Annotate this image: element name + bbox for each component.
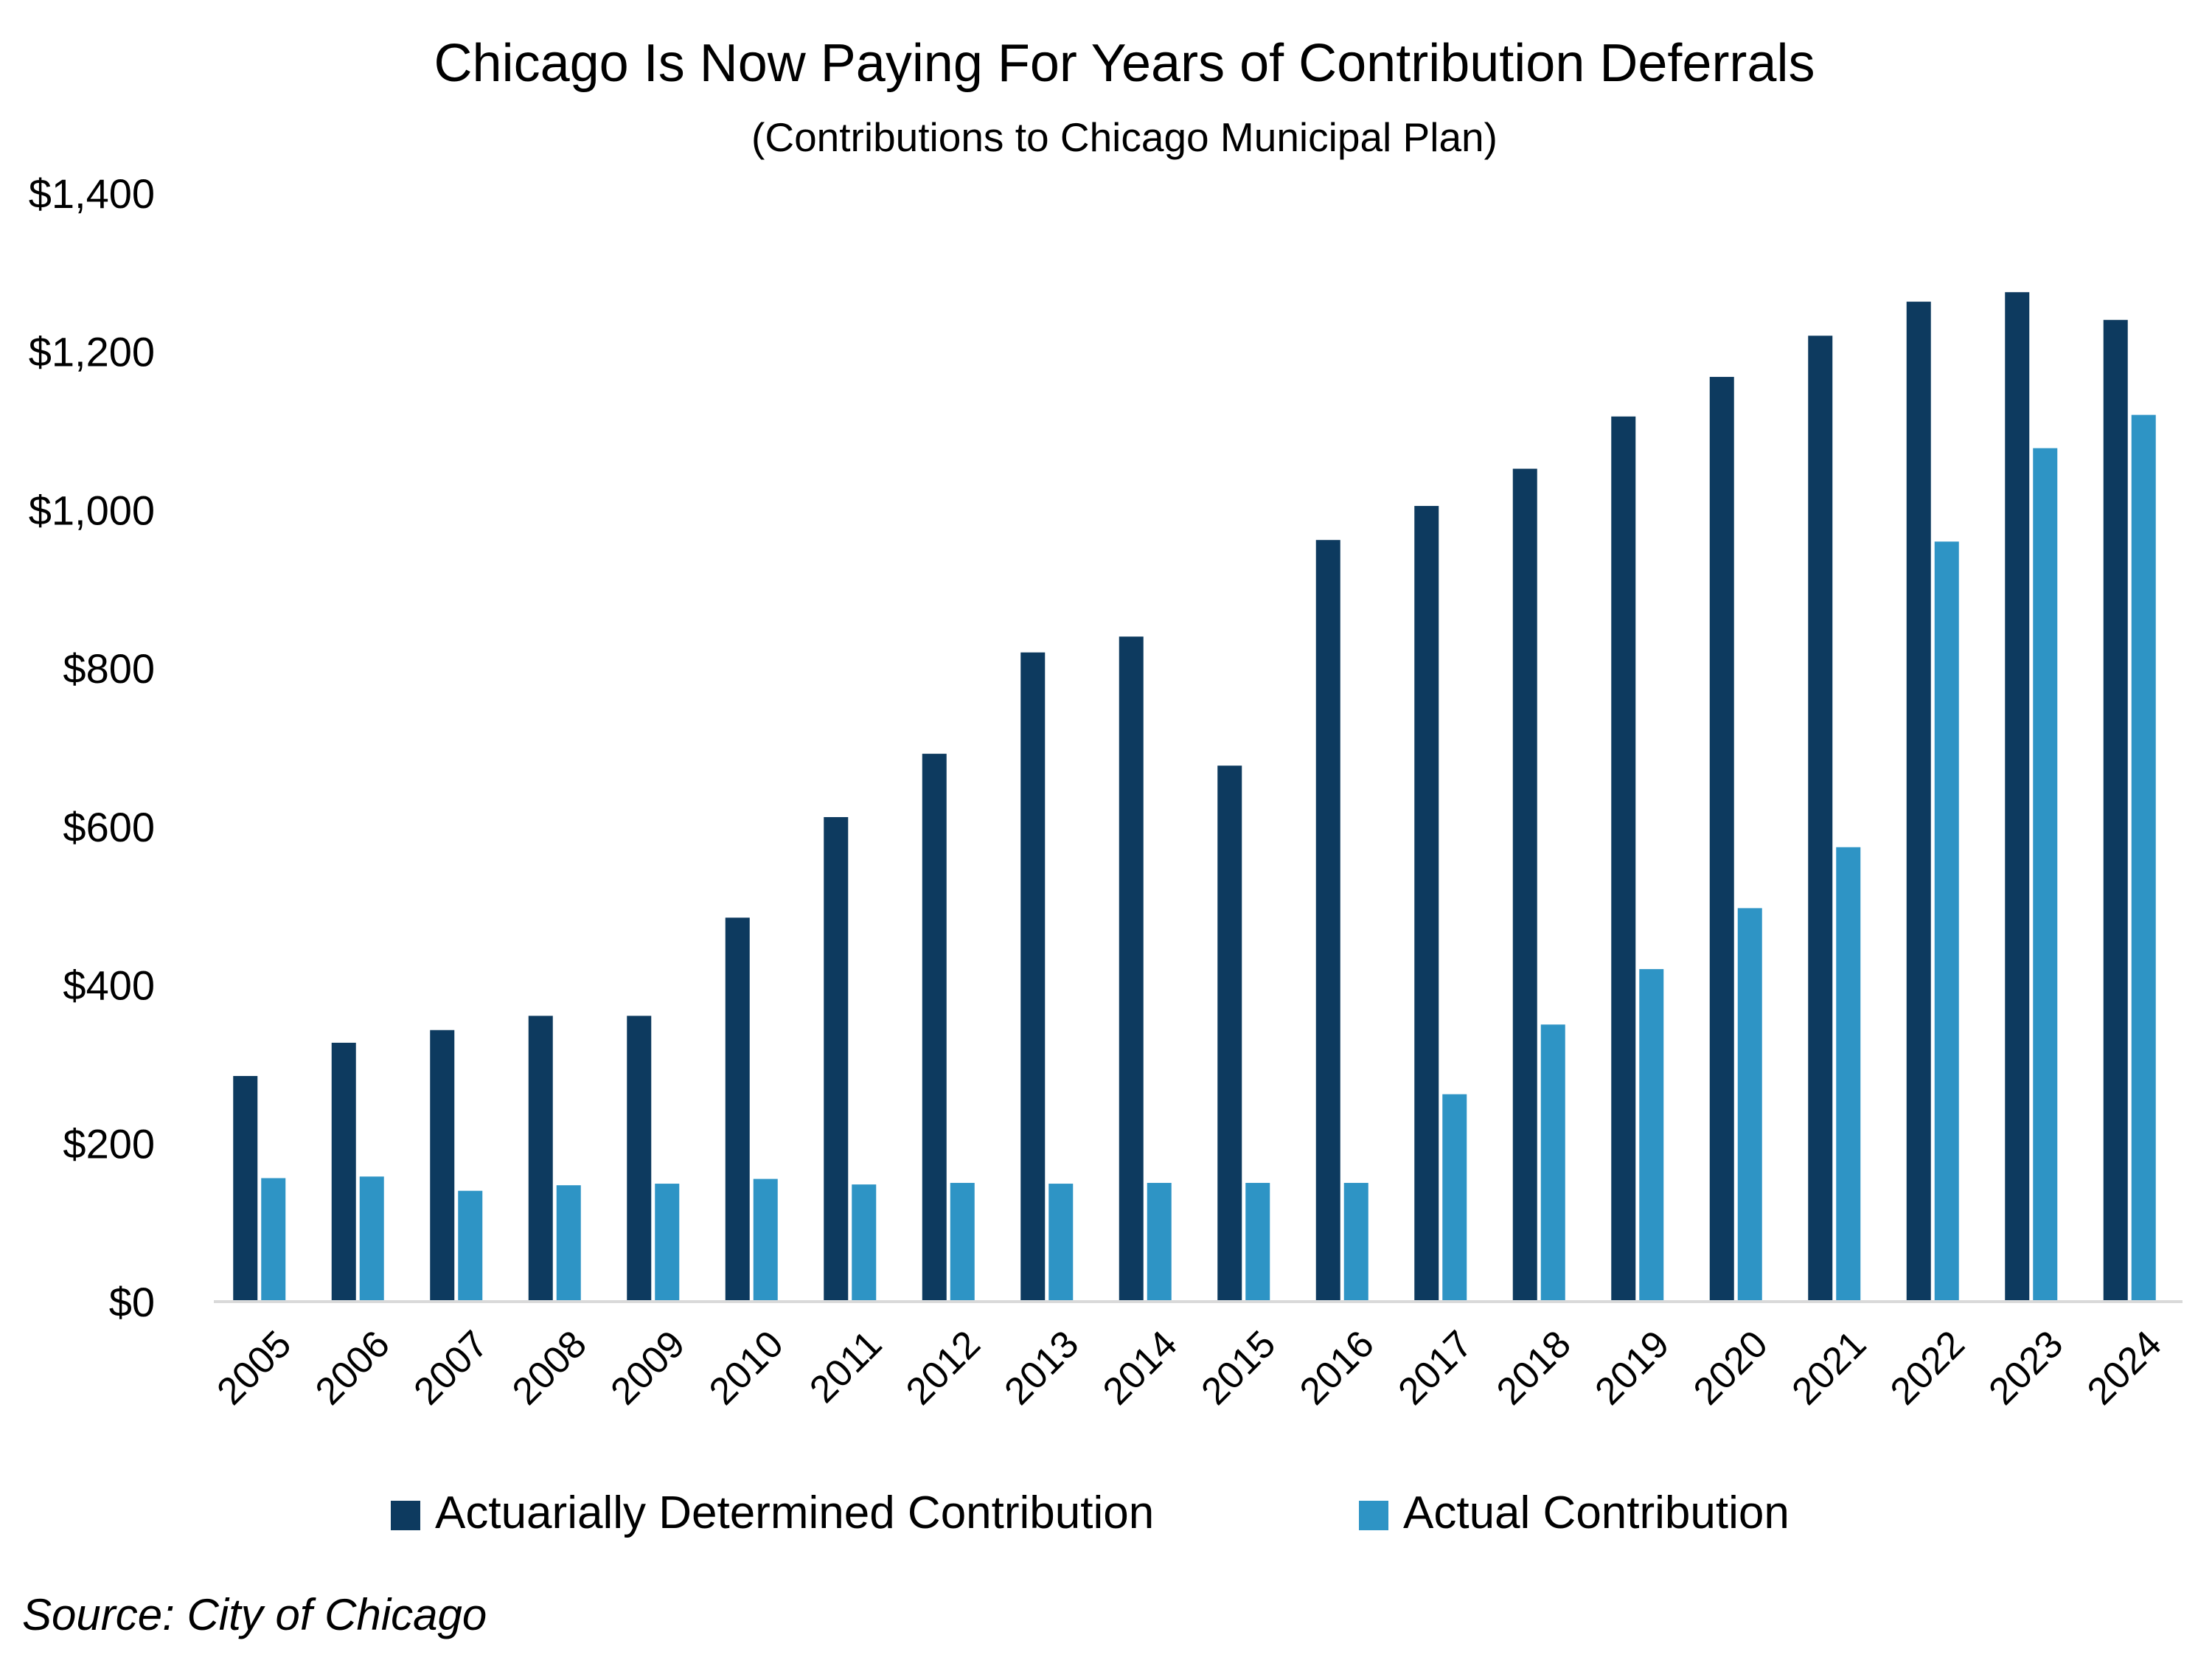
bar-actuarially-determined-2005 <box>233 1076 258 1302</box>
bars <box>233 292 2156 1302</box>
x-tick-label: 2017 <box>1390 1322 1481 1413</box>
bar-actual-2008 <box>556 1185 581 1302</box>
bar-actual-2005 <box>261 1178 286 1302</box>
bar-actual-2019 <box>1639 969 1664 1302</box>
x-tick-label: 2024 <box>2079 1322 2170 1413</box>
bar-actuarially-determined-2007 <box>430 1030 455 1302</box>
x-tick-label: 2021 <box>1784 1322 1874 1413</box>
bar-actual-2023 <box>2033 448 2058 1302</box>
bar-actuarially-determined-2019 <box>1611 416 1636 1302</box>
y-axis: $0 $200 $400 $600 $800 $1,000 $1,200 $1,400 <box>29 170 155 1325</box>
x-tick-label: 2008 <box>504 1322 595 1413</box>
x-tick-label: 2006 <box>307 1322 398 1413</box>
bar-actual-2007 <box>458 1190 483 1302</box>
bar-actuarially-determined-2006 <box>331 1042 356 1302</box>
bar-actual-2022 <box>1934 541 1959 1302</box>
bar-actual-2020 <box>1737 908 1762 1302</box>
bar-actual-2018 <box>1540 1024 1565 1302</box>
bar-actuarially-determined-2013 <box>1020 652 1046 1302</box>
source-note: Source: City of Chicago <box>22 1590 487 1639</box>
legend: Actuarially Determined Contribution Actua… <box>391 1487 1790 1538</box>
x-tick-label: 2018 <box>1489 1322 1579 1413</box>
bar-actuarially-determined-2008 <box>528 1015 553 1302</box>
y-tick-label: $800 <box>63 645 155 692</box>
bar-actuarially-determined-2015 <box>1217 765 1242 1302</box>
x-tick-label: 2012 <box>898 1322 989 1413</box>
y-tick-label: $1,400 <box>29 170 155 217</box>
legend-label: Actuarially Determined Contribution <box>435 1487 1154 1538</box>
x-tick-label: 2013 <box>996 1322 1087 1413</box>
y-tick-label: $0 <box>109 1279 155 1325</box>
x-tick-label: 2005 <box>209 1322 299 1413</box>
chart-subtitle: (Contributions to Chicago Municipal Plan… <box>751 114 1498 160</box>
bar-actuarially-determined-2017 <box>1414 506 1439 1302</box>
bar-actual-2009 <box>655 1184 680 1302</box>
x-tick-label: 2016 <box>1292 1322 1382 1413</box>
bar-actual-2015 <box>1245 1182 1270 1302</box>
y-tick-label: $1,000 <box>29 487 155 533</box>
bar-actual-2016 <box>1343 1182 1368 1302</box>
chart-title: Chicago Is Now Paying For Years of Contr… <box>434 34 1815 93</box>
x-tick-label: 2015 <box>1193 1322 1284 1413</box>
legend-label: Actual Contribution <box>1403 1487 1790 1538</box>
bar-actual-2011 <box>852 1184 877 1302</box>
bar-actuarially-determined-2024 <box>2103 319 2128 1302</box>
x-tick-label: 2010 <box>701 1322 792 1413</box>
bar-actuarially-determined-2010 <box>725 917 750 1302</box>
bar-actual-2010 <box>753 1178 778 1302</box>
y-tick-label: $600 <box>63 804 155 850</box>
x-tick-label: 2009 <box>602 1322 693 1413</box>
bar-actuarially-determined-2016 <box>1315 540 1340 1302</box>
bar-actual-2006 <box>359 1176 384 1302</box>
y-tick-label: $400 <box>63 962 155 1009</box>
y-tick-label: $1,200 <box>29 329 155 375</box>
bar-actual-2014 <box>1147 1182 1172 1302</box>
x-tick-label: 2022 <box>1882 1322 1973 1413</box>
x-tick-label: 2014 <box>1095 1322 1186 1413</box>
bar-actuarially-determined-2009 <box>627 1015 652 1302</box>
bar-actual-2017 <box>1442 1094 1467 1302</box>
bar-actual-2021 <box>1836 847 1861 1302</box>
bar-actuarially-determined-2014 <box>1119 636 1144 1302</box>
x-axis: 2005 2006 2007 2008 2009 2010 2011 2012 2013 2014… <box>209 1322 2169 1413</box>
bar-actual-2013 <box>1048 1184 1074 1302</box>
bar-actuarially-determined-2018 <box>1512 468 1537 1302</box>
bar-actuarially-determined-2011 <box>824 816 849 1302</box>
x-tick-label: 2011 <box>801 1322 890 1411</box>
x-tick-label: 2007 <box>406 1322 496 1413</box>
x-tick-label: 2019 <box>1587 1322 1677 1413</box>
bar-actuarially-determined-2023 <box>2005 292 2030 1302</box>
legend-swatch <box>1359 1501 1388 1530</box>
bar-actuarially-determined-2021 <box>1808 336 1833 1302</box>
bar-actuarially-determined-2012 <box>922 754 947 1302</box>
legend-swatch <box>391 1501 420 1530</box>
bar-actual-2012 <box>950 1182 975 1302</box>
bar-actual-2024 <box>2131 414 2156 1302</box>
x-tick-label: 2023 <box>1980 1322 2071 1413</box>
bar-actuarially-determined-2022 <box>1906 302 1931 1302</box>
x-tick-label: 2020 <box>1686 1322 1776 1413</box>
bar-actuarially-determined-2020 <box>1709 377 1734 1302</box>
y-tick-label: $200 <box>63 1120 155 1167</box>
